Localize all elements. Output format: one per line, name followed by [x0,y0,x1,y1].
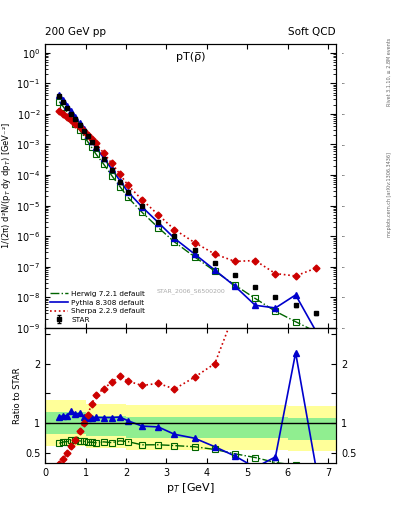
Herwig 7.2.1 default [93,151,98,157]
Herwig 7.2.1 default [81,133,86,139]
Sherpa 2.2.9 default [89,136,94,142]
Herwig 7.2.1 default [89,144,94,151]
Pythia 8.308 default [156,220,161,226]
Sherpa 2.2.9 default [61,111,66,117]
Sherpa 2.2.9 default [126,182,130,188]
Sherpa 2.2.9 default [93,140,98,146]
Sherpa 2.2.9 default [118,171,122,177]
Pythia 8.308 default [69,109,74,115]
Sherpa 2.2.9 default [73,120,78,126]
Herwig 7.2.1 default [77,127,82,133]
Pythia 8.308 default [85,132,90,138]
Herwig 7.2.1 default [61,104,66,110]
Sherpa 2.2.9 default [213,251,217,257]
Pythia 8.308 default [140,204,145,210]
Line: Pythia 8.308 default: Pythia 8.308 default [59,95,316,331]
Sherpa 2.2.9 default [69,117,74,123]
Pythia 8.308 default [101,155,106,161]
X-axis label: p$_T$ [GeV]: p$_T$ [GeV] [166,481,215,495]
Herwig 7.2.1 default [314,329,318,335]
Sherpa 2.2.9 default [81,127,86,134]
Sherpa 2.2.9 default [101,150,106,156]
Y-axis label: Ratio to STAR: Ratio to STAR [13,368,22,424]
Pythia 8.308 default [273,305,278,311]
Sherpa 2.2.9 default [293,273,298,279]
Sherpa 2.2.9 default [57,109,62,115]
Sherpa 2.2.9 default [273,270,278,276]
Text: Soft QCD: Soft QCD [288,27,336,37]
Text: pT(ρ̅): pT(ρ̅) [176,52,206,62]
Pythia 8.308 default [65,103,70,109]
Text: 200 GeV pp: 200 GeV pp [45,27,106,37]
Herwig 7.2.1 default [156,225,161,231]
Herwig 7.2.1 default [233,282,237,288]
Herwig 7.2.1 default [273,308,278,314]
Pythia 8.308 default [118,178,122,184]
Sherpa 2.2.9 default [85,132,90,138]
Pythia 8.308 default [77,120,82,126]
Text: Rivet 3.1.10, ≥ 2.8M events: Rivet 3.1.10, ≥ 2.8M events [387,37,392,106]
Herwig 7.2.1 default [118,183,122,189]
Herwig 7.2.1 default [293,318,298,325]
Pythia 8.308 default [57,92,62,98]
Pythia 8.308 default [89,138,94,144]
Pythia 8.308 default [93,144,98,150]
Sherpa 2.2.9 default [233,259,237,265]
Pythia 8.308 default [314,328,318,334]
Line: Sherpa 2.2.9 default: Sherpa 2.2.9 default [59,112,316,276]
Herwig 7.2.1 default [110,173,114,179]
Herwig 7.2.1 default [57,99,62,105]
Herwig 7.2.1 default [69,115,74,121]
Sherpa 2.2.9 default [192,240,197,246]
Herwig 7.2.1 default [65,110,70,116]
Sherpa 2.2.9 default [110,160,114,166]
Herwig 7.2.1 default [140,209,145,216]
Sherpa 2.2.9 default [156,212,161,218]
Sherpa 2.2.9 default [140,197,145,203]
Herwig 7.2.1 default [85,138,90,144]
Pythia 8.308 default [172,236,177,242]
Herwig 7.2.1 default [126,195,130,201]
Pythia 8.308 default [73,114,78,120]
Herwig 7.2.1 default [253,295,257,302]
Pythia 8.308 default [61,97,66,103]
Y-axis label: 1/(2π) d²N/(p$_T$ dy dp$_T$) [GeV⁻²]: 1/(2π) d²N/(p$_T$ dy dp$_T$) [GeV⁻²] [0,122,13,249]
Pythia 8.308 default [233,283,237,289]
Sherpa 2.2.9 default [172,226,177,232]
Herwig 7.2.1 default [172,239,177,245]
Herwig 7.2.1 default [213,268,217,274]
Pythia 8.308 default [213,267,217,273]
Text: STAR_2006_S6500200: STAR_2006_S6500200 [156,288,225,294]
Legend: Herwig 7.2.1 default, Pythia 8.308 default, Sherpa 2.2.9 default, STAR: Herwig 7.2.1 default, Pythia 8.308 defau… [49,289,147,324]
Herwig 7.2.1 default [192,254,197,260]
Sherpa 2.2.9 default [314,265,318,271]
Pythia 8.308 default [192,251,197,257]
Sherpa 2.2.9 default [77,124,82,130]
Pythia 8.308 default [110,166,114,173]
Herwig 7.2.1 default [73,120,78,126]
Line: Herwig 7.2.1 default: Herwig 7.2.1 default [59,102,316,332]
Herwig 7.2.1 default [101,161,106,167]
Text: mcplots.cern.ch [arXiv:1306.3436]: mcplots.cern.ch [arXiv:1306.3436] [387,152,392,237]
Pythia 8.308 default [81,126,86,133]
Pythia 8.308 default [253,302,257,308]
Sherpa 2.2.9 default [65,114,70,120]
Pythia 8.308 default [126,189,130,195]
Sherpa 2.2.9 default [253,258,257,264]
Pythia 8.308 default [293,292,298,298]
